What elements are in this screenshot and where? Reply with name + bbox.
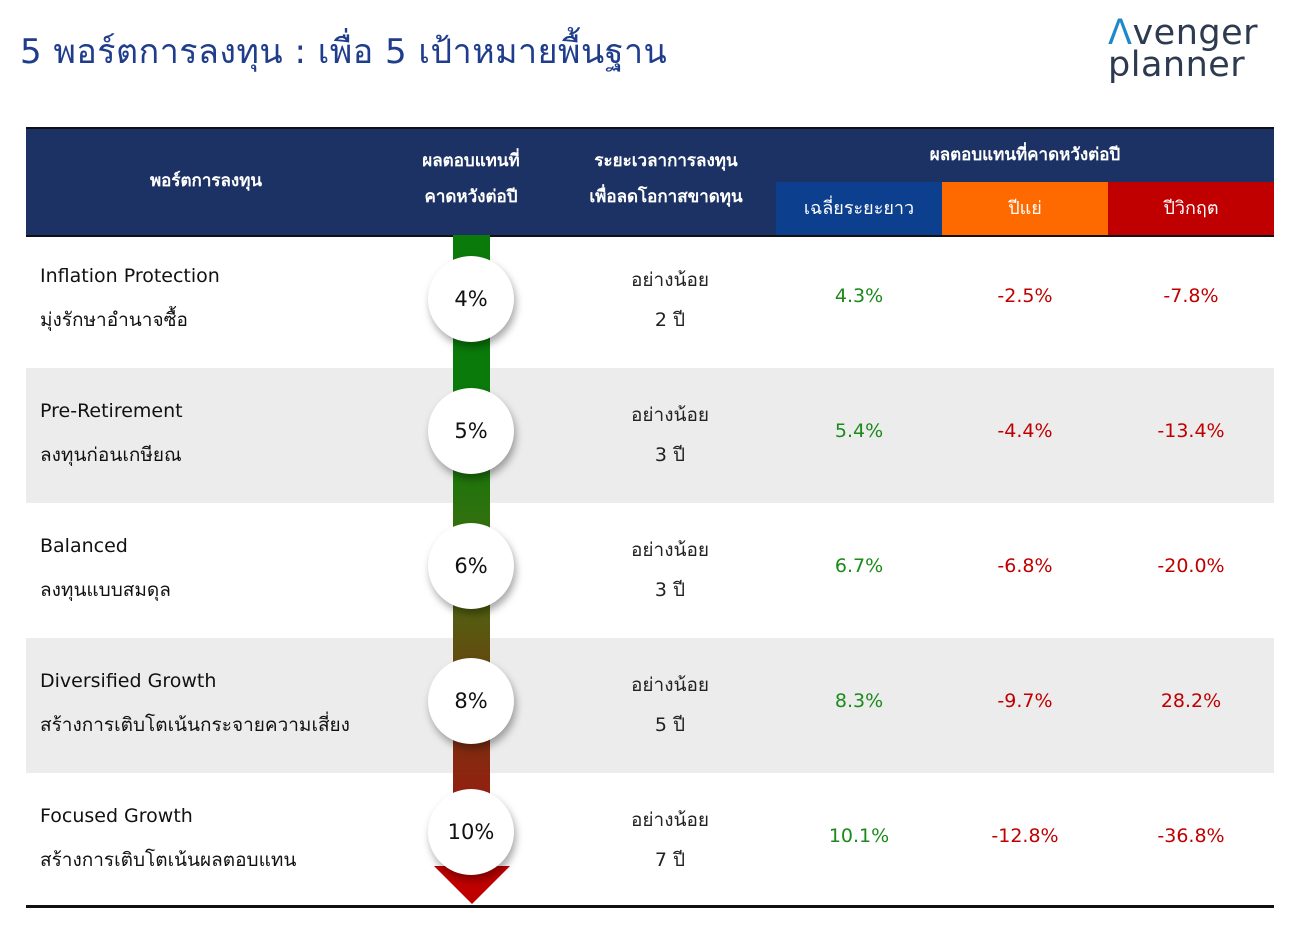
portfolio-name-th: มุ่งรักษาอำนาจซื้อ (40, 309, 188, 331)
period-years: 3 ปี (654, 579, 686, 601)
crisis-year-return: -36.8% (1157, 825, 1225, 847)
avg-return: 6.7% (834, 555, 884, 577)
period-years: 3 ปี (654, 444, 686, 466)
logo-line-2: planner (1108, 45, 1246, 85)
period-years: 7 ปี (654, 849, 686, 871)
page-title: 5 พอร์ตการลงทุน : เพื่อ 5 เป้าหมายพื้นฐา… (20, 32, 668, 72)
portfolio-name-th: สร้างการเติบโตเน้นผลตอบแทน (40, 849, 297, 871)
crisis-year-return: -20.0% (1157, 555, 1225, 577)
expected-return-badge: 4% (428, 256, 514, 342)
header-period-line-1: ระยะเวลาการลงทุน (594, 151, 738, 171)
bottom-divider (26, 905, 1274, 908)
portfolio-name-en: Pre-Retirement (40, 400, 183, 422)
period-years: 5 ปี (654, 714, 686, 736)
table-row: Diversified Growth สร้างการเติบโตเน้นกระ… (26, 638, 1274, 773)
crisis-year-return: -13.4% (1157, 420, 1225, 442)
period-label: อย่างน้อย (630, 674, 710, 696)
period-label: อย่างน้อย (630, 404, 710, 426)
portfolio-name-th: ลงทุนก่อนเกษียณ (40, 444, 182, 466)
bad-year-return: -4.4% (997, 420, 1053, 442)
crisis-year-return: -7.8% (1163, 285, 1219, 307)
bad-year-return: -6.8% (997, 555, 1053, 577)
period-label: อย่างน้อย (630, 809, 710, 831)
header-expected-line-1: ผลตอบแทนที่ (422, 151, 520, 171)
header-expected-line-2: คาดหวังต่อปี (424, 187, 518, 207)
bad-year-return: -2.5% (997, 285, 1053, 307)
crisis-year-return: 28.2% (1160, 690, 1222, 712)
table-header: พอร์ตการลงทุน ผลตอบแทนที่ คาดหวังต่อปี ร… (26, 127, 1274, 237)
header-portfolio: พอร์ตการลงทุน (149, 171, 263, 191)
period-years: 2 ปี (654, 309, 686, 331)
table-row: Focused Growth สร้างการเติบโตเน้นผลตอบแท… (26, 773, 1274, 908)
portfolio-name-th: สร้างการเติบโตเน้นกระจายความเสี่ยง (40, 714, 350, 736)
period-label: อย่างน้อย (630, 269, 710, 291)
portfolio-name-th: ลงทุนแบบสมดุล (40, 579, 171, 601)
table-row: Balanced ลงทุนแบบสมดุล อย่างน้อย 3 ปี 6.… (26, 503, 1274, 638)
header-expected-return: ผลตอบแทนที่ คาดหวังต่อปี (386, 143, 556, 215)
logo-a-mark: Λ (1108, 13, 1133, 53)
portfolio-name-en: Inflation Protection (40, 265, 220, 287)
expected-return-badge: 5% (428, 388, 514, 474)
expected-return-badge: 6% (428, 523, 514, 609)
table-row: Pre-Retirement ลงทุนก่อนเกษียณ อย่างน้อย… (26, 368, 1274, 503)
header-period-line-2: เพื่อลดโอกาสขาดทุน (589, 187, 743, 207)
avg-return: 5.4% (834, 420, 884, 442)
table-row: Inflation Protection มุ่งรักษาอำนาจซื้อ … (26, 233, 1274, 368)
logo-line-1: Λvenger (1108, 16, 1258, 51)
logo-text-1: venger (1132, 13, 1259, 53)
avenger-planner-logo: Λvenger planner (1108, 14, 1288, 86)
period-label: อย่างน้อย (630, 539, 710, 561)
header-avg-long-term: เฉลี่ยระยะยาว (776, 182, 942, 235)
bad-year-return: -9.7% (997, 690, 1053, 712)
header-expected-group: ผลตอบแทนที่คาดหวังต่อปี (929, 145, 1121, 165)
header-bad-year: ปีแย่ (942, 182, 1108, 235)
avg-return: 10.1% (828, 825, 890, 847)
avg-return: 8.3% (834, 690, 884, 712)
portfolio-name-en: Balanced (40, 535, 128, 557)
header-crisis-year: ปีวิกฤต (1108, 182, 1274, 235)
avg-return: 4.3% (834, 285, 884, 307)
bad-year-return: -12.8% (991, 825, 1059, 847)
portfolio-name-en: Focused Growth (40, 805, 193, 827)
expected-return-badge: 10% (428, 789, 514, 875)
header-investment-period: ระยะเวลาการลงทุน เพื่อลดโอกาสขาดทุน (556, 143, 776, 215)
expected-return-badge: 8% (428, 658, 514, 744)
portfolio-name-en: Diversified Growth (40, 670, 217, 692)
